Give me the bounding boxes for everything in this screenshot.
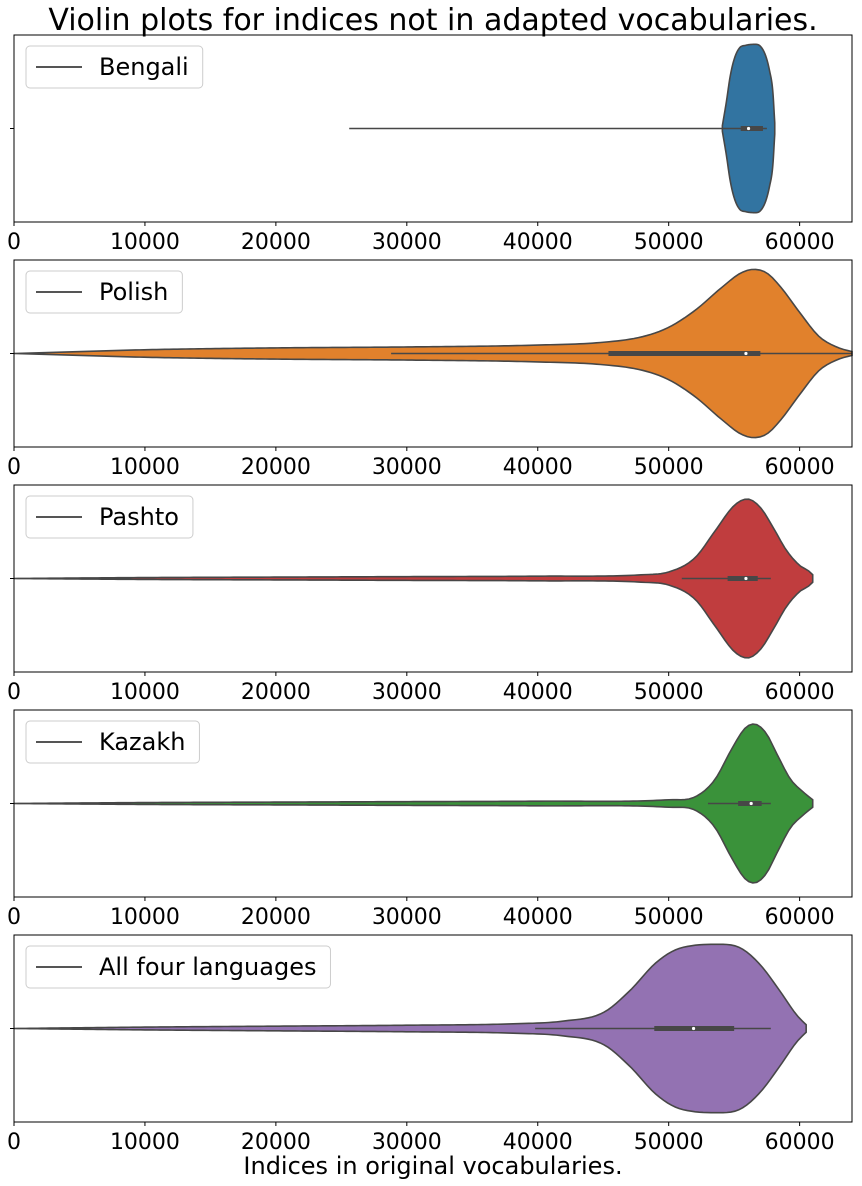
x-tick-label: 10000 bbox=[110, 905, 180, 930]
x-tick-label: 50000 bbox=[634, 455, 704, 480]
legend-label: Kazakh bbox=[99, 728, 185, 756]
x-tick-label: 30000 bbox=[372, 680, 442, 705]
panels-container: 0 10000 20000 30000 40000 50000 60000 Bengali 0 1… bbox=[7, 34, 853, 1155]
legend-label: Pashto bbox=[99, 503, 179, 531]
x-tick-label: 50000 bbox=[634, 905, 704, 930]
violin-body bbox=[13, 498, 814, 659]
legend-label: Polish bbox=[99, 278, 168, 306]
legend-box bbox=[25, 270, 183, 314]
x-axis-label: Indices in original vocabularies. bbox=[243, 1152, 622, 1180]
legend: Polish bbox=[25, 270, 183, 314]
figure-title: Violin plots for indices not in adapted … bbox=[48, 3, 817, 38]
panel-3: 0 10000 20000 30000 40000 50000 60000 Kazakh bbox=[7, 709, 853, 930]
legend: Bengali bbox=[25, 45, 204, 89]
x-tick-label: 0 bbox=[7, 455, 21, 480]
x-tick-label: 10000 bbox=[110, 680, 180, 705]
x-tick-label: 50000 bbox=[634, 230, 704, 255]
x-tick-label: 40000 bbox=[503, 680, 573, 705]
median-marker bbox=[691, 1026, 696, 1031]
x-tick-label: 30000 bbox=[372, 455, 442, 480]
x-tick-label: 0 bbox=[7, 1130, 21, 1155]
legend-box bbox=[25, 495, 194, 539]
legend-box bbox=[25, 45, 204, 89]
x-tick-label: 30000 bbox=[372, 230, 442, 255]
legend: Pashto bbox=[25, 495, 194, 539]
x-tick-label: 20000 bbox=[241, 230, 311, 255]
x-tick-label: 40000 bbox=[503, 905, 573, 930]
x-tick-label: 20000 bbox=[241, 455, 311, 480]
x-tick-label: 60000 bbox=[765, 230, 835, 255]
x-tick-label: 0 bbox=[7, 230, 21, 255]
x-tick-label: 40000 bbox=[503, 455, 573, 480]
median-marker bbox=[744, 351, 748, 356]
x-tick-label: 10000 bbox=[110, 230, 180, 255]
x-tick-label: 10000 bbox=[110, 1130, 180, 1155]
x-tick-label: 20000 bbox=[241, 1130, 311, 1155]
x-tick-label: 50000 bbox=[634, 680, 704, 705]
legend-label: Bengali bbox=[99, 53, 189, 81]
panel-2: 0 10000 20000 30000 40000 50000 60000 Pashto bbox=[7, 484, 853, 705]
legend-box bbox=[25, 720, 200, 764]
x-tick-label: 40000 bbox=[503, 1130, 573, 1155]
x-tick-label: 10000 bbox=[110, 455, 180, 480]
legend: All four languages bbox=[25, 945, 331, 989]
x-tick-label: 0 bbox=[7, 905, 21, 930]
panel-1: 0 10000 20000 30000 40000 50000 60000 Polish bbox=[7, 259, 853, 480]
x-tick-label: 60000 bbox=[765, 1130, 835, 1155]
violin-body bbox=[13, 943, 807, 1114]
x-tick-label: 20000 bbox=[241, 680, 311, 705]
panel-4: 0 10000 20000 30000 40000 50000 60000 All four … bbox=[7, 934, 853, 1155]
x-tick-label: 60000 bbox=[765, 680, 835, 705]
panel-0: 0 10000 20000 30000 40000 50000 60000 Bengali bbox=[7, 34, 853, 255]
x-tick-label: 20000 bbox=[241, 905, 311, 930]
median-marker bbox=[749, 801, 753, 806]
x-tick-label: 60000 bbox=[765, 905, 835, 930]
x-tick-label: 30000 bbox=[372, 1130, 442, 1155]
legend-box bbox=[25, 945, 331, 989]
x-tick-label: 30000 bbox=[372, 905, 442, 930]
legend: Kazakh bbox=[25, 720, 200, 764]
x-tick-label: 60000 bbox=[765, 455, 835, 480]
x-tick-label: 50000 bbox=[634, 1130, 704, 1155]
x-tick-label: 40000 bbox=[503, 230, 573, 255]
legend-label: All four languages bbox=[99, 953, 316, 981]
median-marker bbox=[744, 576, 748, 581]
median-marker bbox=[746, 126, 751, 131]
violin-body bbox=[13, 723, 814, 884]
x-tick-label: 0 bbox=[7, 680, 21, 705]
